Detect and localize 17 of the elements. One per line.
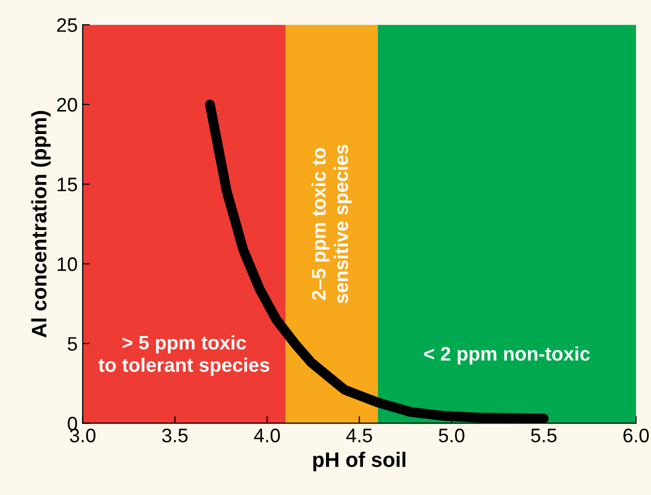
y-tick-label: 5 xyxy=(68,337,77,351)
x-tick-label: 5.0 xyxy=(438,428,464,442)
band-label: < 2 ppm non-toxic xyxy=(424,346,590,365)
x-tick-label: 4.0 xyxy=(254,428,280,442)
x-tick-label: 4.5 xyxy=(346,428,372,442)
band-label: 2–5 ppm toxic to sensitive species xyxy=(311,144,352,304)
y-tick-label: 25 xyxy=(57,18,78,32)
y-axis-title: Al concentration (ppm) xyxy=(31,111,51,338)
x-tick-label: 3.0 xyxy=(70,428,96,442)
x-tick-label: 5.5 xyxy=(531,428,557,442)
x-tick-label: 3.5 xyxy=(162,428,188,442)
band-label: > 5 ppm toxic to tolerant species xyxy=(98,335,270,376)
x-axis-title: pH of soil xyxy=(313,452,406,472)
y-tick-label: 15 xyxy=(58,178,78,192)
y-tick-label: 10 xyxy=(58,257,78,272)
x-tick-label: 6.0 xyxy=(624,428,649,442)
y-tick-label: 20 xyxy=(57,98,78,112)
